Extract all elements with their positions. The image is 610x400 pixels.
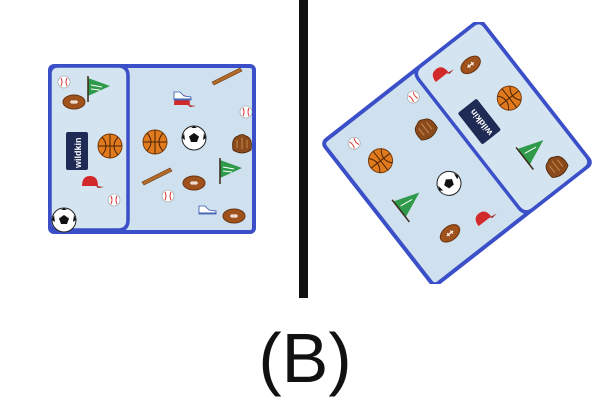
lunch-bag-photo-flat: wildkin (48, 64, 256, 234)
brand-label-text: wildkin (73, 137, 83, 169)
figure-caption: (B) (258, 319, 352, 397)
lunch-bag-photo-rotated: wildkin (322, 22, 592, 284)
brand-label-patch (66, 132, 88, 170)
brand-label-patch-rotated (458, 99, 501, 144)
divider-line (299, 0, 308, 298)
